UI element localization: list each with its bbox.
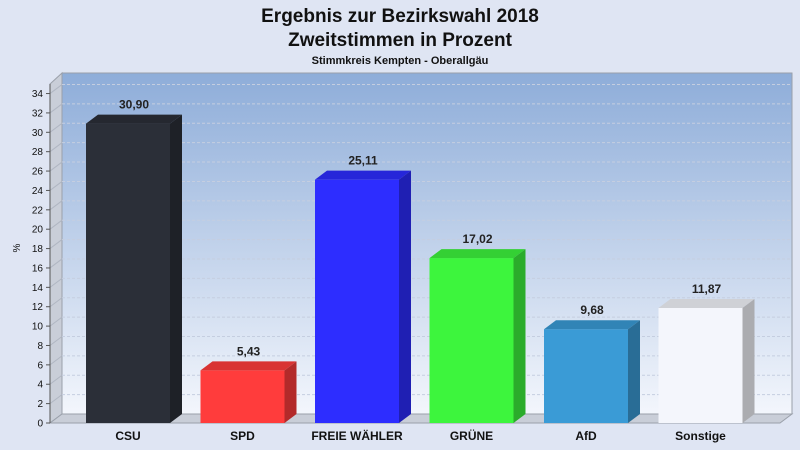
grid-wall-line	[49, 239, 63, 249]
x-tick-label: AfD	[575, 429, 597, 443]
grid-wall-line	[49, 103, 63, 114]
bar-grüne	[429, 249, 526, 423]
y-axis-label: %	[12, 243, 23, 252]
grid-lines	[49, 84, 792, 405]
grid-wall-line	[49, 316, 63, 327]
bar-value-label: 5,43	[237, 344, 261, 358]
bar-top	[544, 320, 640, 330]
bar-top	[429, 249, 526, 259]
grid-wall-line	[49, 355, 63, 366]
bar-side	[284, 361, 297, 423]
bar-front	[315, 179, 399, 423]
bar-side	[170, 114, 182, 423]
plot-left-wall	[49, 71, 63, 424]
bar-side	[513, 249, 526, 423]
y-tick-label: 14	[32, 283, 44, 294]
grid-wall-line	[49, 258, 63, 269]
y-tick-label: 4	[37, 380, 43, 391]
bar-top	[315, 170, 411, 180]
y-tick-label: 24	[32, 186, 44, 197]
bar-front	[86, 123, 170, 423]
bar-afd	[544, 320, 640, 423]
y-tick-label: 34	[32, 89, 44, 100]
grid-wall-line	[49, 181, 63, 191]
y-tick-label: 26	[32, 167, 44, 178]
grid-wall-line	[49, 297, 63, 308]
grid-wall-line	[49, 336, 63, 346]
grid-wall-line	[49, 161, 63, 172]
y-tick-label: 18	[32, 244, 44, 255]
y-tick-label: 16	[32, 263, 44, 274]
y-tick-label: 2	[37, 399, 43, 410]
y-tick-label: 20	[32, 225, 44, 236]
bar-sonstige	[658, 298, 755, 423]
x-axis-categories: CSU SPD FREIE WÄHLER GRÜNE AfD Sonstige	[115, 428, 726, 443]
bar-value-label: 30,90	[119, 98, 149, 112]
y-tick-label: 8	[37, 341, 43, 352]
bar-csu	[86, 114, 182, 423]
x-tick-label: Sonstige	[675, 429, 726, 443]
bar-front	[429, 258, 514, 423]
bar-top	[200, 361, 297, 371]
grid-wall-line	[49, 84, 63, 94]
bar-front	[544, 329, 628, 423]
bar-freie-wähler	[315, 170, 411, 423]
grid-wall-line	[49, 142, 63, 153]
grid-wall-line	[49, 277, 63, 288]
bar-value-label: 17,02	[462, 232, 492, 246]
grid-wall-line	[49, 200, 63, 211]
value-labels: 30,90 5,43 25,11 17,02 9,68 11,87	[119, 98, 722, 359]
chart-subtitle: Stimmkreis Kempten - Oberallgäu	[312, 55, 489, 67]
y-tick-label: 30	[32, 128, 44, 139]
x-tick-label: SPD	[230, 429, 255, 443]
chart-title: Ergebnis zur Bezirkswahl 2018	[261, 6, 539, 27]
bar-value-label: 11,87	[692, 282, 722, 296]
bar-top	[86, 114, 182, 124]
grid-wall-line	[49, 122, 63, 133]
y-tick-label: 6	[37, 360, 43, 371]
grid-wall-line	[49, 374, 63, 385]
grid-wall-line	[49, 219, 63, 230]
bar-side	[628, 320, 640, 423]
bar-side	[742, 298, 755, 423]
y-tick-label: 0	[37, 419, 43, 430]
x-tick-label: FREIE WÄHLER	[311, 428, 403, 443]
bar-value-label: 25,11	[348, 154, 378, 168]
bars	[86, 114, 755, 423]
bar-value-label: 9,68	[580, 303, 604, 317]
chart-title-line2: Zweitstimmen in Prozent	[288, 30, 512, 51]
bar-front	[658, 307, 743, 423]
y-tick-label: 22	[32, 205, 44, 216]
grid-wall-line	[49, 394, 63, 405]
y-tick-label: 10	[32, 322, 44, 333]
y-tick-label: 12	[32, 302, 44, 313]
bar-top	[658, 298, 755, 308]
x-tick-label: CSU	[115, 429, 140, 443]
y-tick-label: 32	[32, 108, 44, 119]
bar-spd	[200, 361, 297, 423]
x-tick-label: GRÜNE	[450, 428, 493, 443]
y-tick-label: 28	[32, 147, 44, 158]
bar-side	[399, 170, 411, 423]
bar-front	[200, 370, 285, 423]
